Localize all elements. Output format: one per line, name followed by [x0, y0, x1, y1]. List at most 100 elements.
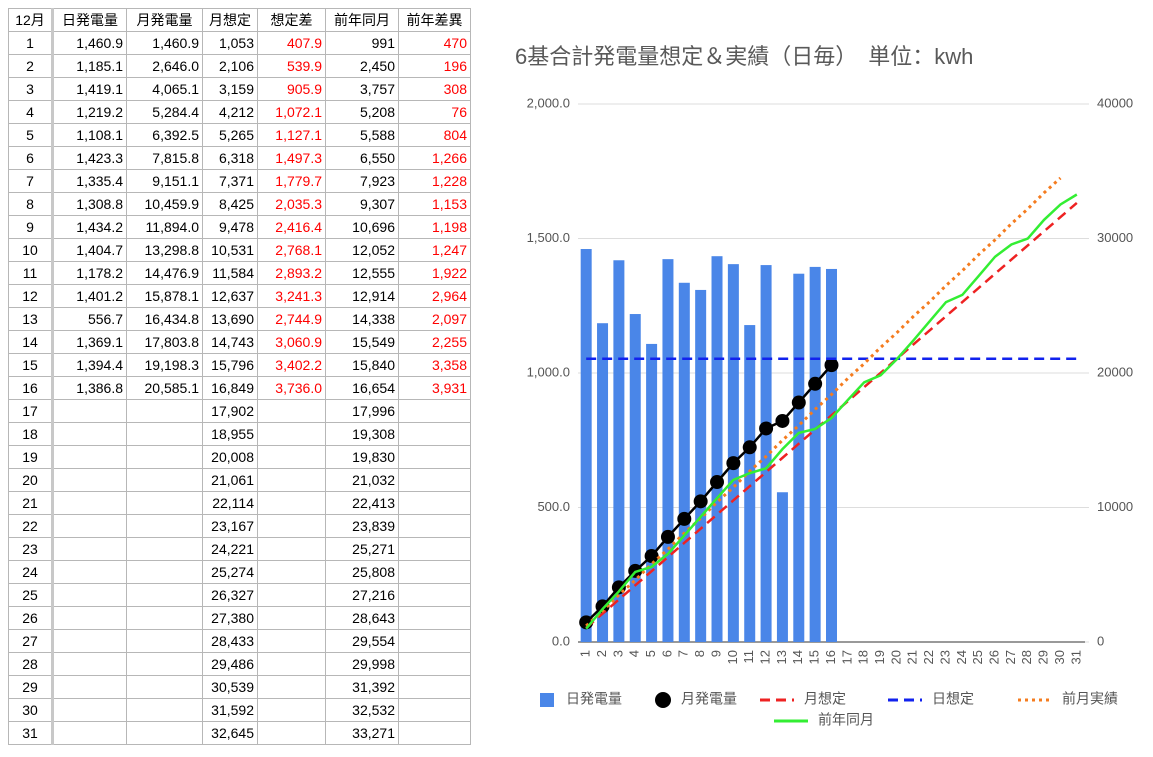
- table-cell: 22,114: [202, 491, 258, 515]
- x-tick-label: 25: [970, 650, 985, 664]
- table-cell: [257, 629, 326, 653]
- table-cell: 2,097: [398, 307, 471, 331]
- bar: [760, 265, 772, 642]
- table-cell: 14,338: [325, 307, 399, 331]
- table-cell: 905.9: [257, 77, 326, 101]
- legend-label: 前月実績: [1062, 691, 1118, 707]
- y-tick-label: 2,000.0: [527, 95, 570, 110]
- table-cell: 1,108.1: [52, 123, 127, 147]
- y2-tick-label: 30000: [1097, 230, 1133, 245]
- x-tick-label: 11: [741, 650, 756, 664]
- x-tick-label: 6: [659, 650, 674, 657]
- table-cell: 23: [8, 537, 54, 561]
- table-cell: 1,266: [398, 146, 471, 170]
- bar: [744, 325, 756, 642]
- table-cell: 1,247: [398, 238, 471, 262]
- table-cell: 25,274: [202, 560, 258, 584]
- table-cell: 7: [8, 169, 54, 193]
- table-cell: [398, 445, 471, 469]
- legend-label: 日発電量: [566, 691, 622, 707]
- table-cell: [52, 445, 127, 469]
- marker: [644, 549, 659, 564]
- table-cell: 3,060.9: [257, 330, 326, 354]
- table-cell: [398, 675, 471, 699]
- table-cell: 3,757: [325, 77, 399, 101]
- table-cell: 12,637: [202, 284, 258, 308]
- table-cell: 5,588: [325, 123, 399, 147]
- y2-tick-label: 10000: [1097, 499, 1133, 514]
- table-cell: [126, 675, 203, 699]
- table-cell: 4: [8, 100, 54, 124]
- table-cell: 1,219.2: [52, 100, 127, 124]
- table-cell: [126, 514, 203, 538]
- line: [585, 193, 1078, 630]
- x-tick-label: 3: [610, 650, 625, 657]
- table-cell: [126, 698, 203, 722]
- table-cell: 1,369.1: [52, 330, 127, 354]
- table-row: 2 1,185.1 2,646.0 2,106 539.9 2,450 196: [8, 54, 471, 78]
- table-row: 20 21,061 21,032: [8, 468, 471, 492]
- table-cell: 29,554: [325, 629, 399, 653]
- table-cell: 32,645: [202, 721, 258, 745]
- marker: [726, 456, 741, 471]
- table-cell: 4,212: [202, 100, 258, 124]
- x-tick-label: 14: [790, 650, 805, 664]
- table-cell: 11: [8, 261, 54, 285]
- header-row: 12月 日発電量 月発電量 月想定 想定差 前年同月 前年差異: [8, 8, 471, 32]
- table-cell: [257, 606, 326, 630]
- table-cell: 32,532: [325, 698, 399, 722]
- table-cell: 407.9: [257, 31, 326, 55]
- table-cell: 4,065.1: [126, 77, 203, 101]
- table-cell: 2,744.9: [257, 307, 326, 331]
- table-cell: [52, 721, 127, 745]
- table-cell: 21: [8, 491, 54, 515]
- bar: [695, 289, 707, 642]
- marker: [710, 475, 725, 490]
- header-cell: 12月: [8, 8, 54, 32]
- marker: [742, 440, 757, 455]
- table-cell: 24: [8, 560, 54, 584]
- table-cell: [257, 560, 326, 584]
- table-cell: 1,153: [398, 192, 471, 216]
- table-cell: 8: [8, 192, 54, 216]
- y2-tick-label: 20000: [1097, 364, 1133, 379]
- y-tick-label: 0.0: [552, 633, 570, 648]
- bar: [629, 314, 641, 642]
- table-cell: 13: [8, 307, 54, 331]
- x-tick-label: 2: [594, 650, 609, 657]
- table-row: 27 28,433 29,554: [8, 629, 471, 653]
- table-cell: 2: [8, 54, 54, 78]
- table-cell: 10,459.9: [126, 192, 203, 216]
- table-cell: [52, 422, 127, 446]
- table-cell: [126, 491, 203, 515]
- table-cell: [398, 652, 471, 676]
- marker: [791, 395, 806, 410]
- header-cell: 月想定: [202, 8, 258, 32]
- table-cell: [257, 652, 326, 676]
- marker: [693, 494, 708, 509]
- table-cell: 14: [8, 330, 54, 354]
- table-cell: [398, 468, 471, 492]
- marker: [595, 599, 610, 614]
- table-cell: 25,271: [325, 537, 399, 561]
- table-cell: 19,198.3: [126, 353, 203, 377]
- table-cell: 1,053: [202, 31, 258, 55]
- y2-tick-label: 40000: [1097, 95, 1133, 110]
- table-cell: [52, 514, 127, 538]
- table-cell: 991: [325, 31, 399, 55]
- table-cell: 33,271: [325, 721, 399, 745]
- table-cell: 1,198: [398, 215, 471, 239]
- table-row: 15 1,394.4 19,198.3 15,796 3,402.2 15,840 3,35…: [8, 353, 471, 377]
- table-cell: 12: [8, 284, 54, 308]
- table-cell: 1,401.2: [52, 284, 127, 308]
- table-cell: [52, 606, 127, 630]
- table-cell: 31,592: [202, 698, 258, 722]
- table-cell: 25: [8, 583, 54, 607]
- table-cell: 9: [8, 215, 54, 239]
- table-cell: 3,241.3: [257, 284, 326, 308]
- x-tick-label: 1: [578, 650, 593, 657]
- x-tick-label: 19: [872, 650, 887, 664]
- bar: [711, 256, 723, 642]
- table-cell: 10,531: [202, 238, 258, 262]
- table-cell: 7,371: [202, 169, 258, 193]
